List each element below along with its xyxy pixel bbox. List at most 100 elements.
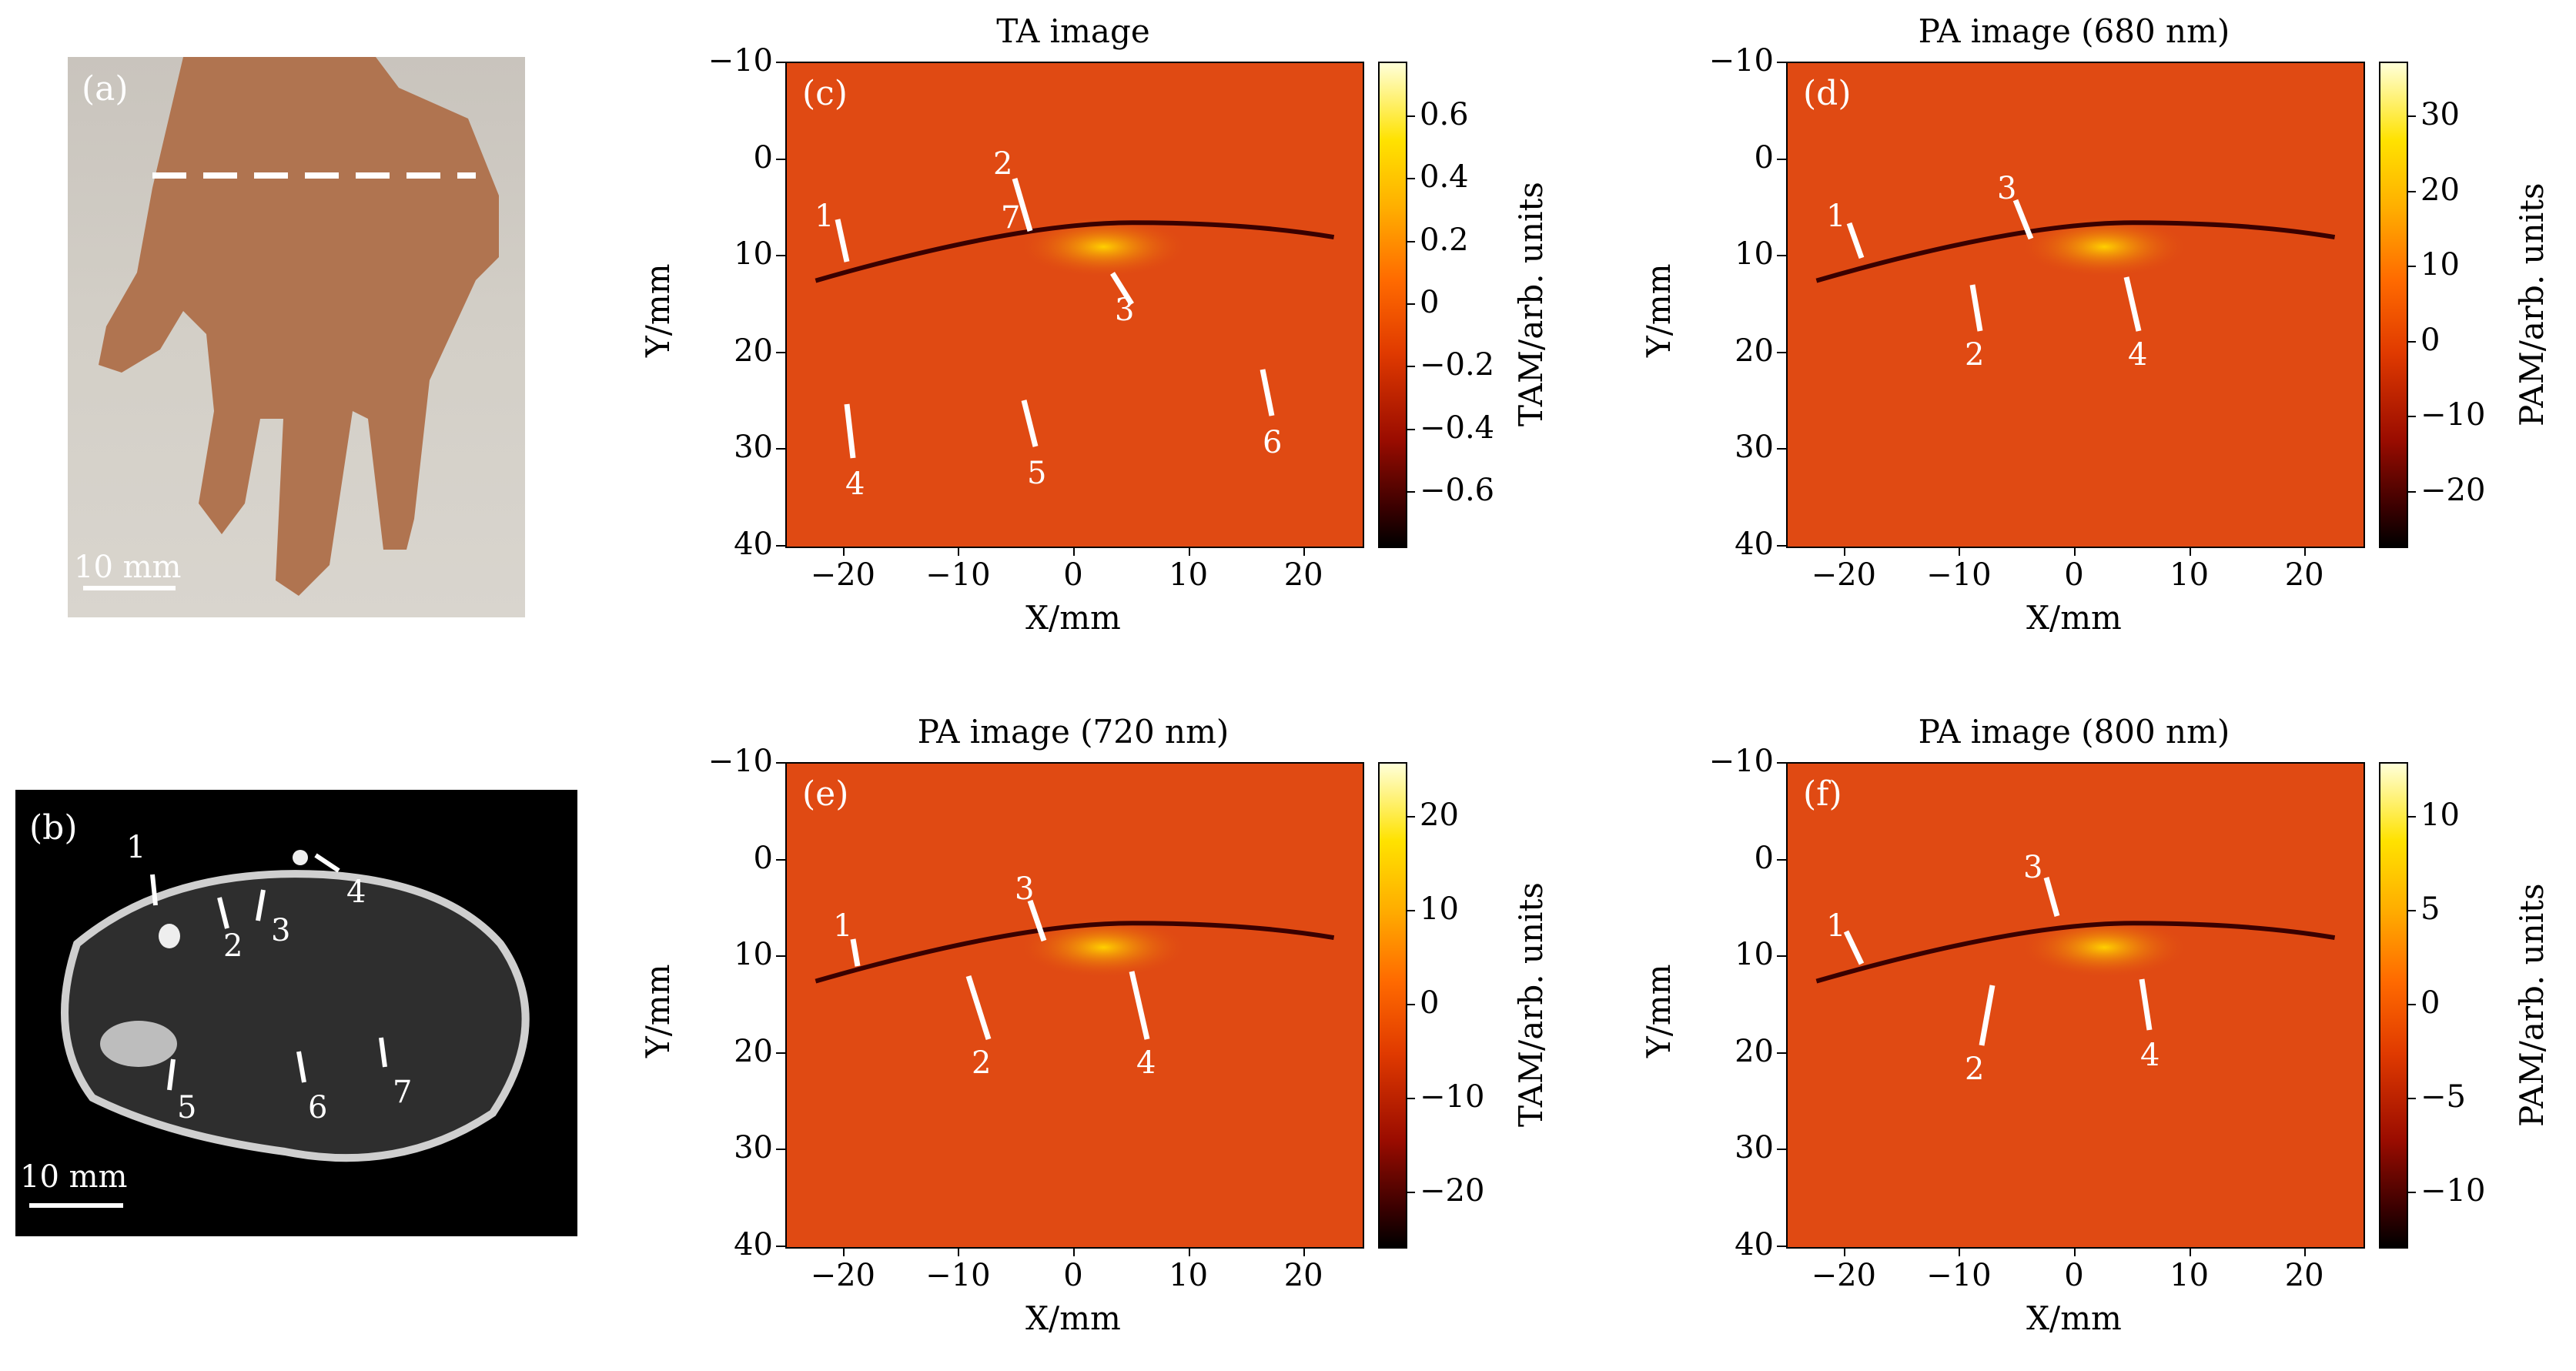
x-tick-label: −20 — [810, 1258, 876, 1293]
colorbar-tick-label: −10 — [2420, 397, 2486, 433]
plot-title: PA image (720 nm) — [917, 713, 1229, 751]
scale-label: 10 mm — [74, 550, 182, 585]
colorbar-tick — [2408, 1098, 2416, 1099]
y-tick — [1777, 158, 1786, 160]
marker-1: 1 — [815, 199, 835, 234]
x-axis-title: X/mm — [1025, 1299, 1121, 1337]
marker-3: 3 — [271, 913, 291, 948]
signal-blob — [1019, 916, 1189, 978]
x-tick-label: 0 — [1063, 1258, 1083, 1293]
x-tick-label: 0 — [2064, 1258, 2084, 1293]
x-tick — [1188, 547, 1190, 556]
y-tick — [1777, 858, 1786, 861]
hand-illustration — [83, 57, 499, 596]
y-tick — [1777, 448, 1786, 450]
y-tick-label: −10 — [1708, 43, 1774, 79]
y-tick-label: 10 — [1735, 937, 1774, 973]
y-tick-label: 40 — [734, 527, 773, 562]
y-tick — [776, 762, 785, 764]
marker-5: 5 — [177, 1090, 197, 1125]
colorbar-tick-label: −20 — [1420, 1173, 1485, 1209]
x-tick — [1959, 1247, 1961, 1256]
y-tick — [1777, 255, 1786, 257]
scale-label: 10 mm — [20, 1159, 128, 1195]
colorbar — [1378, 762, 1407, 1249]
y-axis-title: Y/mm — [639, 263, 677, 357]
colorbar-tick-label: −20 — [2420, 473, 2486, 508]
x-tick — [958, 547, 960, 556]
x-tick-label: −10 — [1926, 557, 1992, 593]
colorbar — [1378, 62, 1407, 548]
skin-boundary — [815, 220, 1335, 283]
colorbar-tick-label: 0 — [1420, 285, 1440, 320]
y-tick — [776, 62, 785, 63]
colorbar-tick-label: 0.2 — [1420, 222, 1469, 258]
y-tick-label: 30 — [734, 1130, 773, 1166]
y-tick-label: −10 — [708, 43, 773, 79]
y-tick-label: −10 — [708, 744, 773, 779]
colorbar-tick — [1407, 303, 1415, 305]
x-tick — [1188, 1247, 1190, 1256]
signal-blob — [2019, 216, 2190, 278]
marker-2: 2 — [993, 146, 1013, 182]
marker-3: 3 — [1115, 293, 1135, 328]
colorbar-tick-label: 10 — [2420, 798, 2460, 833]
colorbar-tick — [1407, 366, 1415, 368]
x-tick — [842, 1247, 845, 1256]
colorbar-title: PAM/arb. units — [2513, 883, 2551, 1127]
x-tick — [2304, 1247, 2307, 1256]
tendon-4 — [293, 850, 308, 865]
tendon-1 — [159, 924, 180, 948]
colorbar-tick — [2408, 416, 2416, 418]
x-tick — [2189, 547, 2191, 556]
x-tick — [958, 1247, 960, 1256]
y-tick-label: 30 — [1735, 430, 1774, 466]
y-tick — [776, 158, 785, 160]
x-tick-label: 10 — [1169, 1258, 1209, 1293]
hand-shape — [99, 57, 499, 596]
x-tick — [1303, 1247, 1306, 1256]
colorbar-tick — [2408, 491, 2416, 493]
colorbar-tick — [2408, 190, 2416, 192]
colorbar-tick — [1407, 1004, 1415, 1005]
colorbar-tick — [2408, 340, 2416, 343]
panel-label: (b) — [29, 808, 78, 848]
plot-title: TA image — [996, 12, 1150, 50]
colorbar-tick-label: 0 — [1420, 985, 1440, 1021]
x-tick-label: −20 — [1811, 1258, 1877, 1293]
x-tick-label: −10 — [925, 557, 991, 593]
marker-1: 1 — [1826, 199, 1846, 234]
colorbar-tick — [1407, 1098, 1415, 1099]
y-tick — [776, 858, 785, 861]
colorbar-tick-label: 0.4 — [1420, 159, 1469, 196]
marker-7: 7 — [1001, 200, 1021, 236]
colorbar-tick — [2408, 910, 2416, 911]
marker-4: 4 — [2140, 1038, 2160, 1073]
colorbar-tick — [2408, 1004, 2416, 1005]
colorbar-tick-label: 20 — [2420, 172, 2460, 208]
panel-label: (a) — [82, 69, 129, 109]
plot-texture — [1815, 916, 2336, 984]
colorbar-tick-label: −10 — [2420, 1173, 2486, 1209]
x-tick — [1303, 547, 1306, 556]
colorbar-tick-label: 30 — [2420, 97, 2460, 132]
plot-f: (f) — [1786, 762, 2365, 1249]
signal-blob — [1019, 216, 1189, 278]
colorbar-tick-label: 10 — [2420, 247, 2460, 283]
x-tick-label: 20 — [1283, 557, 1323, 593]
x-tick — [1073, 547, 1075, 556]
y-tick-label: 40 — [734, 1227, 773, 1262]
y-tick — [1777, 762, 1786, 764]
y-tick-label: 20 — [734, 1033, 773, 1069]
y-tick — [776, 1246, 785, 1247]
colorbar-tick — [1407, 178, 1415, 180]
marker-6: 6 — [308, 1090, 328, 1125]
colorbar-tick — [2408, 816, 2416, 818]
y-tick — [776, 1149, 785, 1151]
colorbar-tick — [1407, 491, 1415, 493]
y-tick — [776, 1052, 785, 1054]
mri-image: (b) 10 mm 1 2 3 4 5 6 7 — [15, 790, 577, 1236]
y-tick-label: 20 — [734, 333, 773, 369]
x-tick — [1959, 547, 1961, 556]
colorbar-tick — [1407, 428, 1415, 430]
